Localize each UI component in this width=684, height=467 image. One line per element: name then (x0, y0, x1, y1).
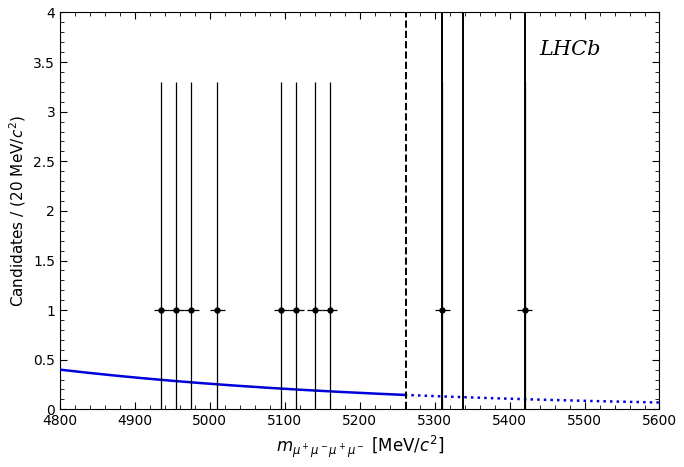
Y-axis label: Candidates / (20 MeV/$c^2$): Candidates / (20 MeV/$c^2$) (7, 115, 27, 307)
X-axis label: $m_{\mu^+\mu^-\mu^+\mu^-}\ \mathrm{[MeV/}c^2\mathrm{]}$: $m_{\mu^+\mu^-\mu^+\mu^-}\ \mathrm{[MeV/… (276, 434, 444, 460)
Text: LHCb: LHCb (540, 40, 601, 59)
